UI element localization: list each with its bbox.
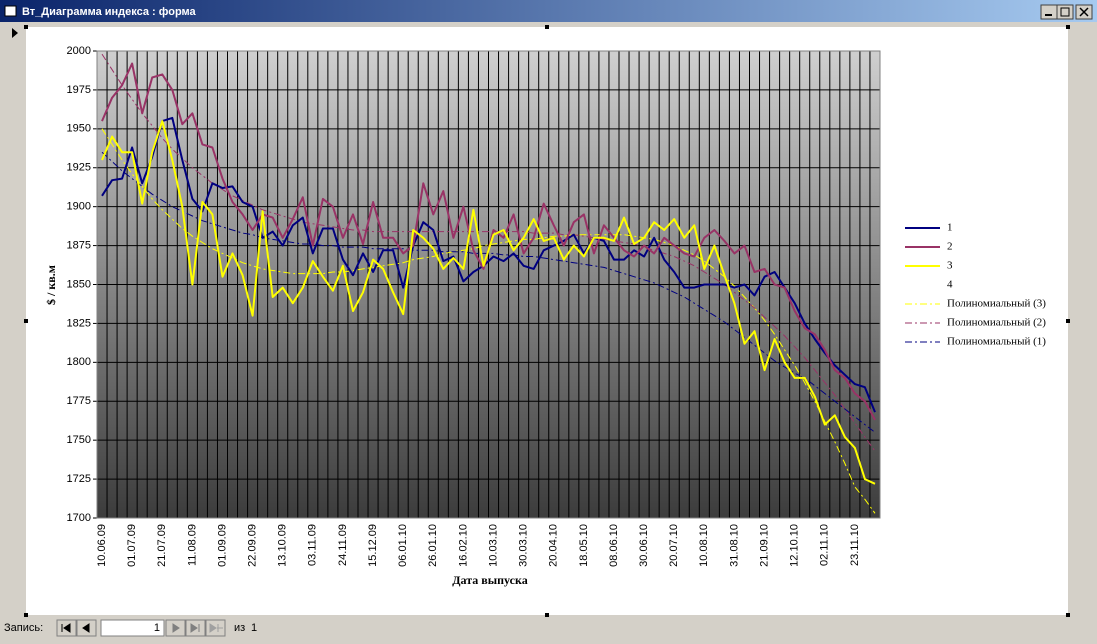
series-lines <box>101 53 876 514</box>
window-icon <box>4 5 17 17</box>
legend-label: Полиномиальный (2) <box>947 317 1046 329</box>
grid <box>93 50 881 519</box>
x-tick-label: 08.06.10 <box>608 524 620 567</box>
x-tick-label: 01.09.09 <box>216 524 228 567</box>
legend-label: Полиномиальный (3) <box>947 298 1046 310</box>
nav-of: из <box>234 622 245 634</box>
x-tick-label: 24.11.09 <box>337 524 349 566</box>
x-tick-label: 03.11.09 <box>307 524 319 566</box>
x-tick-label: 02.11.10 <box>819 524 831 566</box>
x-axis-title: Дата выпуска <box>452 573 527 587</box>
y-tick-label: 1775 <box>67 395 91 407</box>
y-axis-title: $ / кв.м <box>44 265 58 305</box>
x-tick-label: 22.09.09 <box>247 524 259 567</box>
x-tick-label: 01.07.09 <box>126 524 138 567</box>
legend: 1 2 3 4 Полиномиальный (3) Полиномиальный (2)… <box>905 222 1046 348</box>
x-tick-label: 11.08.09 <box>186 524 198 566</box>
y-tick-label: 1825 <box>67 317 91 329</box>
record-selector[interactable] <box>12 28 18 38</box>
window-buttons[interactable] <box>1040 4 1093 20</box>
window-title: Вт_Диаграмма индекса : форма <box>22 6 197 18</box>
x-tick-label: 23.11.10 <box>849 524 861 566</box>
y-tick-label: 1750 <box>67 434 91 446</box>
y-tick-label: 1950 <box>67 123 91 135</box>
nav-label: Запись: <box>4 622 43 634</box>
y-tick-label: 1850 <box>67 278 91 290</box>
minimize-button[interactable] <box>1040 4 1058 20</box>
record-input[interactable] <box>100 619 165 637</box>
trend-line <box>101 53 876 452</box>
x-tick-label: 30.06.10 <box>638 524 650 567</box>
x-tick-label: 21.07.09 <box>156 524 168 567</box>
y-tick-label: 1800 <box>67 356 91 368</box>
y-tick-label: 1925 <box>67 162 91 174</box>
y-tick-label: 1875 <box>67 239 91 251</box>
x-tick-label: 31.08.10 <box>728 524 740 567</box>
x-tick-label: 15.12.09 <box>367 524 379 567</box>
x-tick-label: 20.04.10 <box>548 524 560 567</box>
maximize-button[interactable] <box>1056 4 1074 20</box>
trend-line <box>101 151 876 433</box>
x-tick-label: 26.01.10 <box>427 524 439 567</box>
legend-label: Полиномиальный (1) <box>947 336 1046 348</box>
x-tick-label: 18.05.10 <box>578 524 590 567</box>
y-tick-label: 1975 <box>67 84 91 96</box>
series-line <box>101 120 876 485</box>
y-tick-label: 2000 <box>67 45 91 57</box>
x-tick-label: 10.06.09 <box>96 524 108 567</box>
x-tick-label: 10.08.10 <box>698 524 710 567</box>
x-tick-label: 16.02.10 <box>457 524 469 567</box>
x-tick-label: 12.10.10 <box>789 524 801 567</box>
x-tick-label: 30.03.10 <box>518 524 530 567</box>
y-tick-label: 1900 <box>67 201 91 213</box>
legend-label: 1 <box>947 222 953 234</box>
legend-label: 2 <box>947 241 953 253</box>
series-line <box>101 116 876 413</box>
x-tick-label: 10.03.10 <box>487 524 499 567</box>
y-tick-label: 1700 <box>67 512 91 524</box>
x-tick-label: 06.01.10 <box>397 524 409 567</box>
legend-label: 3 <box>947 260 953 272</box>
record-number: 1 <box>154 622 160 634</box>
x-tick-label: 13.10.09 <box>277 524 289 567</box>
legend-label: 4 <box>947 279 953 291</box>
x-tick-label: 21.09.10 <box>758 524 770 567</box>
y-tick-label: 1725 <box>67 473 91 485</box>
selection-handles <box>24 25 1070 617</box>
x-tick-label: 20.07.10 <box>668 524 680 567</box>
nav-total: 1 <box>251 622 257 634</box>
title-bar <box>0 0 1097 22</box>
plot-border <box>96 50 881 519</box>
navigation-bar: Запись: 1 из 1 <box>4 619 257 637</box>
